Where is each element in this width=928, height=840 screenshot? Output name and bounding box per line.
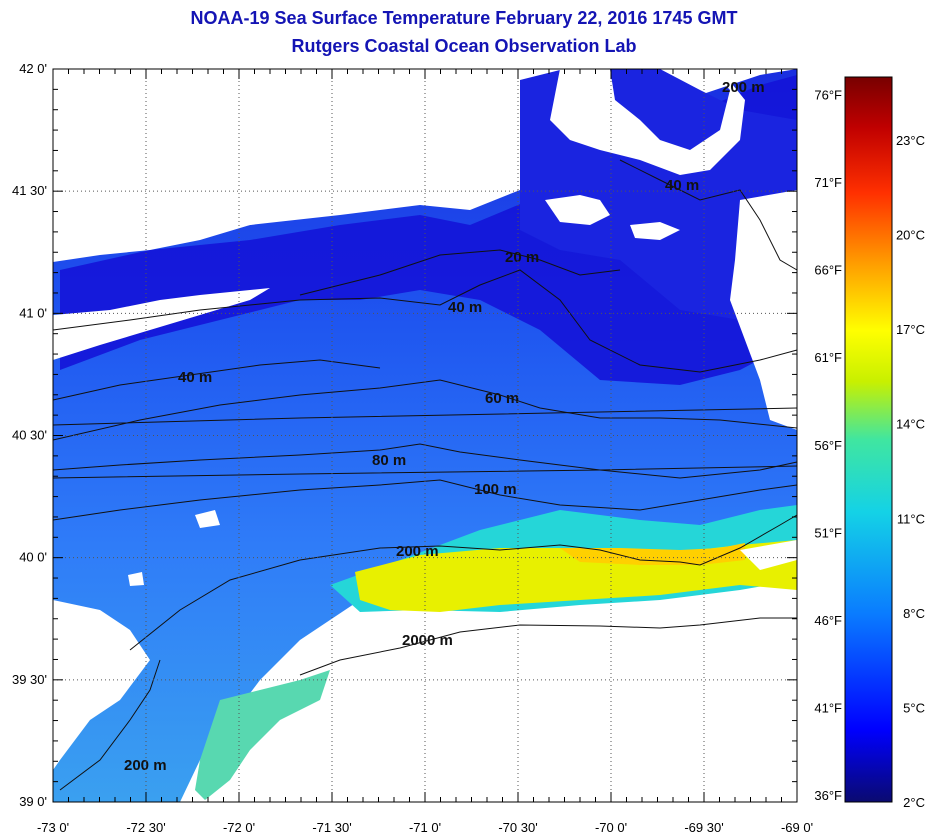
contour-40m-west: [52, 359, 381, 401]
x-tick-label: -70 30': [498, 820, 537, 835]
contour-label-40m-c: 40 m: [178, 369, 212, 386]
cloud-mask-east-shoals: [730, 190, 797, 430]
bathymetry-contours: [52, 159, 798, 791]
colorbar: [844, 76, 893, 803]
x-tick-label: -73 0': [37, 820, 69, 835]
colorbar-label-f: 71°F: [814, 175, 842, 190]
contour-label-40m-a: 40 m: [448, 299, 482, 316]
map-title: NOAA-19 Sea Surface Temperature February…: [190, 8, 738, 28]
colorbar-ticks: 23°C 20°C 17°C 14°C 11°C 8°C 5°C 2°C 76°F 71°F 66°…: [814, 88, 925, 810]
y-tick-label: 41 0': [19, 305, 47, 320]
contour-label-2000m: 2000 m: [402, 632, 453, 649]
colorbar-label-f: 56°F: [814, 438, 842, 453]
contour-shelf-line-2: [52, 465, 798, 479]
y-tick-label: 40 0': [19, 550, 47, 565]
contour-2000m: [299, 617, 797, 676]
contour-80m: [52, 443, 798, 479]
x-tick-label: -71 0': [409, 820, 441, 835]
y-tick-label: 39 30': [12, 672, 47, 687]
contour-label-200m-c: 200 m: [124, 757, 167, 774]
land-cape-cod: [550, 69, 745, 175]
contour-shelf-line-1: [52, 407, 798, 426]
land-connecticut-ri: [53, 69, 520, 262]
contour-label-60m: 60 m: [485, 390, 519, 407]
colorbar-label-f: 36°F: [814, 788, 842, 803]
cloud-spot-1: [195, 510, 220, 528]
sea-surface-warmest: [560, 543, 745, 565]
cloud-mask-east: [740, 540, 797, 570]
contour-200m-main: [129, 514, 798, 651]
contour-label-200m-a: 200 m: [396, 543, 439, 560]
x-tick-label: -69 30': [684, 820, 723, 835]
contour-40m-cape: [619, 159, 798, 271]
y-tick-label: 42 0': [19, 61, 47, 76]
colorbar-label-f: 76°F: [814, 88, 842, 103]
contour-label-200m-b: 200 m: [722, 79, 765, 96]
colorbar-label-f: 46°F: [814, 613, 842, 628]
colorbar-label-c: 23°C: [896, 133, 925, 148]
contour-60m: [52, 379, 798, 441]
contour-label-80m: 80 m: [372, 452, 406, 469]
colorbar-label-f: 51°F: [814, 525, 842, 540]
land-marthas-vineyard: [545, 195, 610, 225]
cloud-spot-2: [128, 572, 144, 586]
colorbar-label-c: 14°C: [896, 417, 925, 432]
colorbar-label-c: 11°C: [897, 511, 925, 526]
x-tick-label: -72 30': [126, 820, 165, 835]
cloud-mask-sw: [53, 600, 150, 770]
y-tick-label: 39 0': [19, 794, 47, 809]
colorbar-label-c: 2°C: [903, 795, 925, 810]
colorbar-label-c: 17°C: [896, 322, 925, 337]
colorbar-label-c: 20°C: [896, 228, 925, 243]
contour-label-20m: 20 m: [505, 249, 539, 266]
sst-field: [53, 69, 797, 802]
colorbar-label-f: 61°F: [814, 350, 842, 365]
colorbar-label-f: 41°F: [814, 700, 842, 715]
y-tick-label: 40 30': [12, 428, 47, 443]
x-tick-label: -69 0': [781, 820, 813, 835]
lat-lon-grid: [53, 69, 797, 802]
map-subtitle: Rutgers Coastal Ocean Observation Lab: [291, 36, 637, 56]
land-nantucket: [630, 222, 680, 240]
contour-40m-north: [52, 269, 798, 373]
sea-surface-slope: [195, 670, 330, 800]
colorbar-label-c: 8°C: [903, 606, 925, 621]
contour-20m: [299, 249, 621, 296]
contour-label-100m: 100 m: [474, 481, 517, 498]
contour-label-40m-b: 40 m: [665, 177, 699, 194]
y-tick-label: 41 30': [12, 183, 47, 198]
contour-100m: [52, 479, 798, 521]
x-tick-label: -71 30': [312, 820, 351, 835]
x-axis-labels: -73 0' -72 30' -72 0' -71 30' -71 0' -70 30' -…: [37, 820, 813, 835]
x-tick-label: -70 0': [595, 820, 627, 835]
x-tick-label: -72 0': [223, 820, 255, 835]
land-long-island: [53, 288, 270, 360]
cloud-mask-south: [210, 610, 797, 802]
axis-ticks: [52, 68, 798, 803]
y-axis-labels: 39 0' 39 30' 40 0' 40 30' 41 0' 41 30' 42 0': [12, 61, 47, 809]
colorbar-label-c: 5°C: [903, 700, 925, 715]
colorbar-label-f: 66°F: [814, 263, 842, 278]
